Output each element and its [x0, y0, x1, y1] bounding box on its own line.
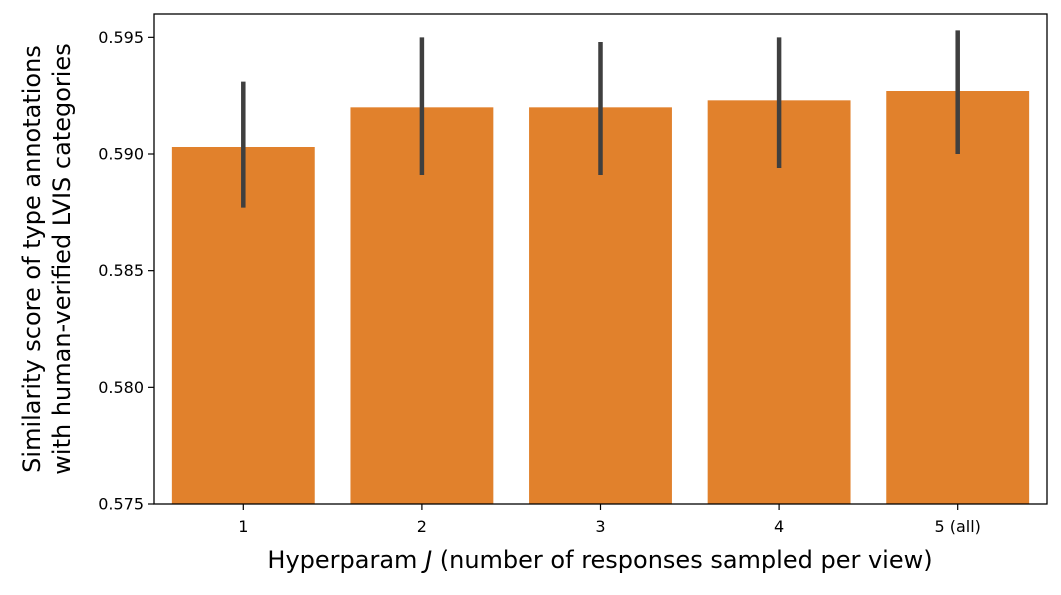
x-tick-label-4: 4 [774, 517, 784, 536]
x-axis-ticks: 1 2 3 4 5 (all) [238, 504, 981, 536]
y-axis-ticks: 0.575 0.580 0.585 0.590 0.595 [98, 28, 154, 514]
x-tick-label-1: 1 [238, 517, 248, 536]
y-tick-label-5: 0.595 [98, 28, 144, 47]
y-tick-label-1: 0.575 [98, 495, 144, 514]
bar-5 [886, 91, 1030, 504]
error-bars-layer [241, 30, 960, 208]
x-axis-title-symbol: J [421, 546, 432, 574]
y-tick-label-2: 0.580 [98, 378, 144, 397]
x-tick-label-3: 3 [595, 517, 605, 536]
x-tick-label-5: 5 (all) [934, 517, 980, 536]
y-axis-title-line-1: Similarity score of type annotations [18, 45, 46, 473]
x-axis-title: Hyperparam J (number of responses sample… [267, 546, 932, 574]
x-tick-label-2: 2 [417, 517, 427, 536]
y-tick-label-3: 0.585 [98, 261, 144, 280]
x-axis-title-suffix: (number of responses sampled per view) [432, 546, 932, 574]
y-tick-label-4: 0.590 [98, 145, 144, 164]
x-axis-title-prefix: Hyperparam [267, 546, 425, 574]
y-axis-title-line-2: with human-verified LVIS categories [48, 43, 76, 474]
